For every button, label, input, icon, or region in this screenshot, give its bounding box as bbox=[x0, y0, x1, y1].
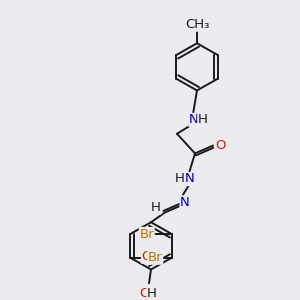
Text: H: H bbox=[175, 172, 185, 185]
Text: H: H bbox=[198, 113, 208, 127]
Text: CH₃: CH₃ bbox=[185, 18, 209, 31]
Text: N: N bbox=[185, 172, 195, 185]
Text: N: N bbox=[180, 196, 190, 209]
Text: H: H bbox=[151, 201, 161, 214]
Text: N: N bbox=[189, 113, 199, 127]
Text: Br: Br bbox=[140, 228, 154, 241]
Text: O: O bbox=[215, 139, 225, 152]
Text: O: O bbox=[142, 250, 152, 263]
Text: O: O bbox=[140, 286, 150, 300]
Text: H: H bbox=[149, 250, 159, 263]
Text: H: H bbox=[147, 286, 157, 300]
Text: Br: Br bbox=[148, 251, 163, 264]
